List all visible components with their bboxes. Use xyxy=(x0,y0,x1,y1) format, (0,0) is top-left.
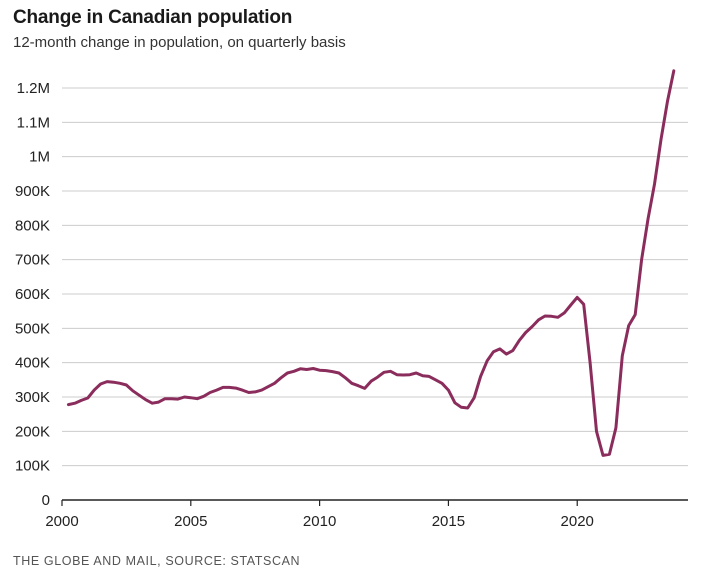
y-tick-label: 600K xyxy=(15,286,50,303)
population-change-line xyxy=(66,69,676,457)
x-tick-label: 2020 xyxy=(561,513,594,530)
y-tick-label: 200K xyxy=(15,423,50,440)
y-tick-label: 1.1M xyxy=(17,114,50,131)
x-axis: 2000 2005 2010 2015 2020 xyxy=(45,499,688,530)
y-tick-label: 500K xyxy=(15,320,50,337)
source-credit: THE GLOBE AND MAIL, SOURCE: STATSCAN xyxy=(13,554,301,568)
x-tick-label: 2010 xyxy=(303,513,336,530)
y-tick-label: 100K xyxy=(15,458,50,475)
y-tick-label: 900K xyxy=(15,183,50,200)
y-tick-label: 300K xyxy=(15,389,50,406)
y-tick-label: 400K xyxy=(15,355,50,372)
chart-subtitle: 12-month change in population, on quarte… xyxy=(13,34,346,51)
y-tick-label: 700K xyxy=(15,252,50,269)
x-tick-label: 2005 xyxy=(174,513,207,530)
x-tick-label: 2015 xyxy=(432,513,465,530)
y-axis-tick-labels: 0 100K 200K 300K 400K 500K 600K 700K 800K 900K 1M 1… xyxy=(15,80,50,509)
series-layer xyxy=(66,69,676,457)
y-tick-label: 1.2M xyxy=(17,80,50,97)
gridlines xyxy=(62,87,688,467)
x-tick-label: 2000 xyxy=(45,513,78,530)
y-tick-label: 1M xyxy=(29,149,50,166)
chart-title: Change in Canadian population xyxy=(13,7,293,28)
y-tick-label: 800K xyxy=(15,217,50,234)
y-tick-label: 0 xyxy=(42,492,50,509)
